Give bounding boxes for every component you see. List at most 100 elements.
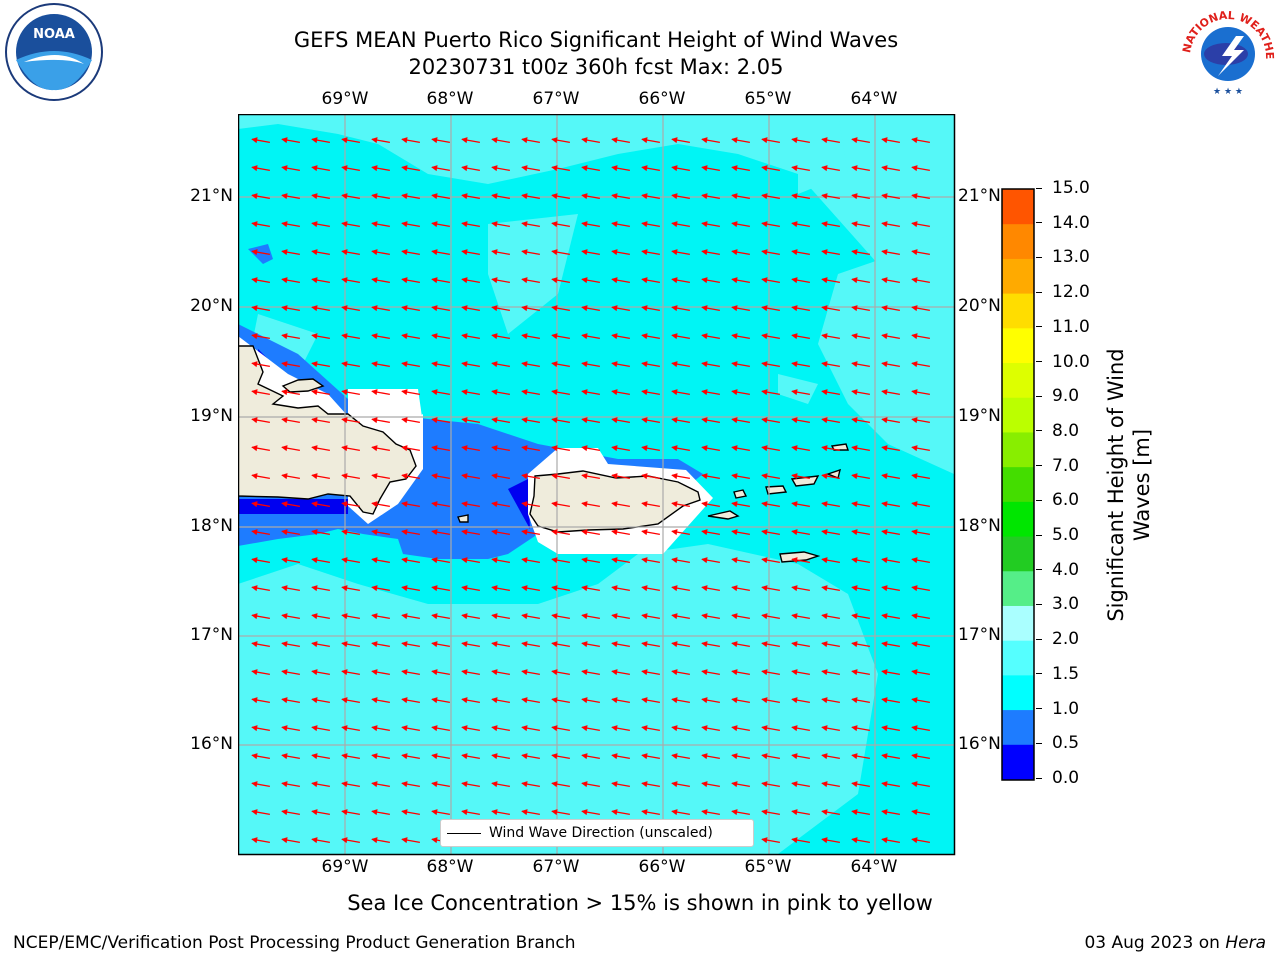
wave-direction-arrow <box>521 445 540 452</box>
wave-direction-arrow <box>731 753 750 760</box>
wave-direction-arrow <box>641 809 660 816</box>
wave-direction-arrow <box>911 193 930 200</box>
wave-direction-arrow <box>611 165 630 172</box>
wave-direction-arrow <box>401 333 420 340</box>
wave-direction-arrow <box>821 697 840 704</box>
wave-direction-arrow <box>461 193 480 200</box>
wave-direction-arrow <box>521 669 540 676</box>
wave-direction-arrow <box>671 193 690 200</box>
wave-direction-arrow <box>851 557 870 564</box>
lon-label-top-69w: 69°W <box>321 89 369 109</box>
sea-ice-note: Sea Ice Concentration > 15% is shown in … <box>347 891 933 915</box>
colorbar-cell <box>1002 223 1034 259</box>
wave-direction-arrow <box>311 417 330 424</box>
wave-direction-arrow <box>401 641 420 648</box>
wave-direction-arrow <box>611 417 630 424</box>
wave-direction-arrow <box>491 501 510 508</box>
wave-direction-arrow <box>581 613 600 620</box>
wave-direction-arrow <box>671 333 690 340</box>
wave-direction-arrow <box>311 557 330 564</box>
wave-direction-arrow <box>911 529 930 536</box>
wave-direction-arrow <box>311 361 330 368</box>
wave-direction-arrow <box>881 389 900 396</box>
lat-label-right-17n: 17°N <box>958 625 1001 645</box>
wave-direction-arrow <box>401 669 420 676</box>
wave-direction-arrow <box>911 417 930 424</box>
wave-direction-arrow <box>521 333 540 340</box>
wave-direction-arrow <box>761 137 780 144</box>
colorbar-tick-label: 15.0 <box>1036 178 1090 198</box>
wave-direction-arrow <box>341 277 360 284</box>
wave-direction-arrow <box>611 585 630 592</box>
wave-direction-arrow <box>611 809 630 816</box>
wave-direction-arrow <box>431 501 450 508</box>
wave-direction-arrow <box>881 557 900 564</box>
wave-direction-arrow <box>641 725 660 732</box>
wave-direction-arrow <box>851 473 870 480</box>
wave-direction-arrow <box>521 557 540 564</box>
wave-direction-arrow <box>521 613 540 620</box>
colorbar-tick-label: 2.0 <box>1036 629 1079 649</box>
lat-label-right-19n: 19°N <box>958 406 1001 426</box>
wave-direction-arrow <box>851 249 870 256</box>
wave-direction-arrow <box>491 305 510 312</box>
wave-direction-arrow <box>521 193 540 200</box>
wave-direction-arrow <box>401 249 420 256</box>
wave-direction-arrow <box>821 137 840 144</box>
wave-direction-arrow <box>791 137 810 144</box>
wave-direction-arrow <box>851 445 870 452</box>
wave-direction-arrow <box>881 305 900 312</box>
wave-direction-arrow <box>251 697 270 704</box>
wave-direction-arrow <box>281 333 300 340</box>
wave-direction-arrow <box>431 361 450 368</box>
wave-direction-arrow <box>281 501 300 508</box>
wave-direction-arrow <box>581 501 600 508</box>
wave-direction-arrow <box>431 641 450 648</box>
wave-direction-arrow <box>731 529 750 536</box>
wave-direction-arrow <box>371 305 390 312</box>
wave-direction-arrow <box>251 249 270 256</box>
wave-direction-arrow <box>491 445 510 452</box>
colorbar-cell <box>1002 327 1034 364</box>
wave-direction-arrow <box>701 697 720 704</box>
wave-direction-arrow <box>401 585 420 592</box>
wave-direction-arrow <box>551 557 570 564</box>
wave-direction-arrow <box>521 585 540 592</box>
wave-direction-arrow <box>911 641 930 648</box>
wave-direction-arrow <box>311 529 330 536</box>
wave-direction-arrow <box>401 445 420 452</box>
wave-direction-arrow <box>911 753 930 760</box>
wave-direction-arrow <box>401 501 420 508</box>
wave-direction-arrow <box>761 389 780 396</box>
wave-direction-arrow <box>851 697 870 704</box>
wave-direction-arrow <box>551 137 570 144</box>
wave-direction-arrow <box>611 725 630 732</box>
wave-direction-arrow <box>641 781 660 788</box>
wave-direction-arrow <box>341 221 360 228</box>
wave-direction-arrow <box>701 753 720 760</box>
wave-direction-arrow <box>461 641 480 648</box>
wave-direction-arrow <box>731 333 750 340</box>
wave-direction-arrow <box>731 473 750 480</box>
wave-direction-arrow <box>791 781 810 788</box>
svg-text:★ ★ ★: ★ ★ ★ <box>1213 87 1243 97</box>
wave-direction-arrow <box>311 725 330 732</box>
wave-direction-arrow <box>551 165 570 172</box>
wave-direction-arrow <box>311 809 330 816</box>
wave-direction-arrow <box>671 473 690 480</box>
noaa-logo-text: NOAA <box>33 27 75 42</box>
wave-direction-arrow <box>461 809 480 816</box>
wave-direction-arrow <box>251 277 270 284</box>
wave-direction-arrow <box>371 529 390 536</box>
lat-label-left-21n: 21°N <box>190 186 233 206</box>
wave-direction-arrow <box>911 501 930 508</box>
wave-direction-arrow <box>551 781 570 788</box>
wave-direction-arrow <box>641 417 660 424</box>
wave-direction-arrow <box>641 277 660 284</box>
footer-host: Hera <box>1225 933 1266 953</box>
wave-direction-arrow <box>371 221 390 228</box>
wave-direction-arrow <box>491 193 510 200</box>
wave-direction-arrow <box>881 277 900 284</box>
map-legend: Wind Wave Direction (unscaled) <box>440 819 754 847</box>
wave-direction-arrow <box>671 557 690 564</box>
